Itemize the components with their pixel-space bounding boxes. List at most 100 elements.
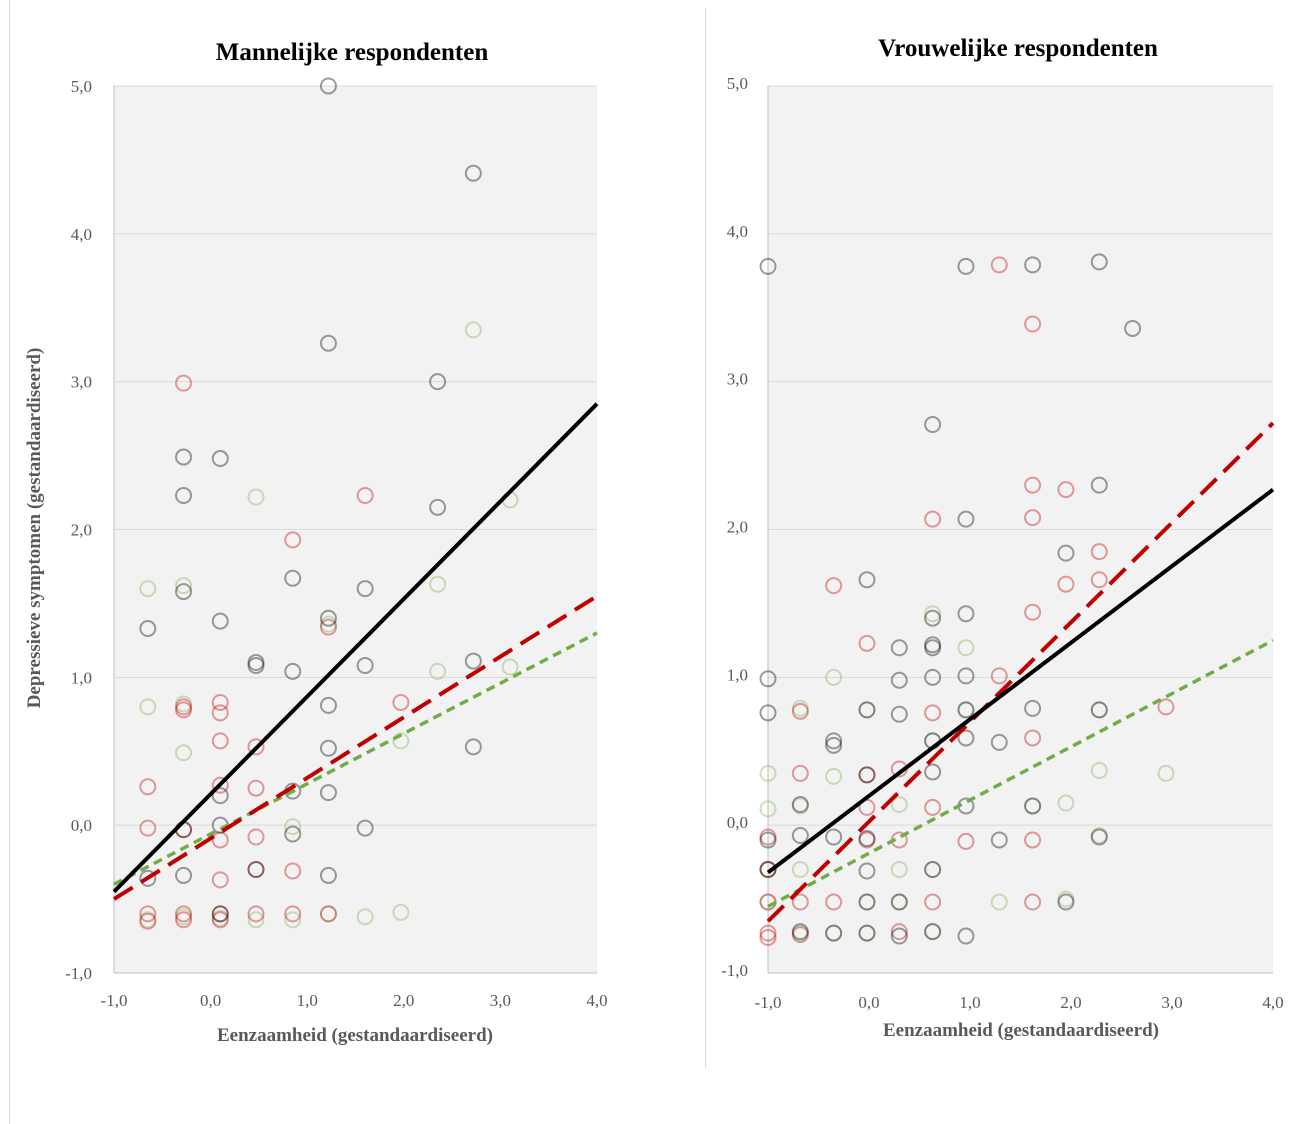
chart-1-point-green — [175, 577, 193, 595]
chart-2-point-black — [1090, 253, 1108, 271]
chart-2-point-black — [858, 862, 876, 880]
chart-2-point-red — [858, 634, 876, 652]
chart-2-point-red — [1024, 476, 1042, 494]
chart-1-title: Mannelijke respondenten — [216, 39, 489, 66]
chart-1-point-black — [139, 620, 157, 638]
chart-2-point-green — [759, 764, 777, 782]
chart-1-point-red — [175, 698, 193, 716]
chart-2-point-red — [1024, 729, 1042, 747]
chart-2-point-black — [759, 831, 777, 849]
chart-2-point-black — [1024, 797, 1042, 815]
chart-2-point-red — [990, 256, 1008, 274]
chart-1-x-tick-label: -1,0 — [101, 991, 128, 1010]
chart-1-point-red — [175, 911, 193, 929]
chart-1-point-black — [211, 450, 229, 468]
chart-2-point-black — [957, 729, 975, 747]
chart-2-point-black — [858, 924, 876, 942]
chart-1-point-red — [139, 778, 157, 796]
chart-2-point-black — [990, 733, 1008, 751]
chart-2-point-black — [791, 827, 809, 845]
chart-1-point-black — [429, 498, 447, 516]
chart-2-point-red — [759, 924, 777, 942]
chart-2-point-black — [957, 701, 975, 719]
chart-2-x-tick-label: 3,0 — [1161, 993, 1182, 1012]
chart-1-x-tick-label: 2,0 — [393, 991, 414, 1010]
chart-2-point-black — [858, 571, 876, 589]
chart-1-point-red — [247, 905, 265, 923]
chart-1-point-black — [139, 869, 157, 887]
chart-2-point-green — [759, 861, 777, 879]
chart-2-point-red — [825, 577, 843, 595]
chart-1-point-red — [284, 531, 302, 549]
chart-2-point-green — [791, 699, 809, 717]
chart-1-point-black — [464, 164, 482, 182]
chart-1-point-black — [175, 448, 193, 466]
chart-2-point-green — [924, 923, 942, 941]
chart-1-point-black — [429, 373, 447, 391]
chart-1-point-black — [356, 580, 374, 598]
chart-2-point-black — [858, 893, 876, 911]
chart-1-point-red — [211, 831, 229, 849]
chart-2-point-black — [957, 927, 975, 945]
chart-1-point-black — [175, 866, 193, 884]
chart-2-point-green — [858, 701, 876, 719]
chart-2-title: Vrouwelijke respondenten — [878, 35, 1158, 62]
chart-2-point-red — [924, 510, 942, 528]
chart-2-point-red — [791, 764, 809, 782]
chart-2: -1,0 0,0 1,0 2,0 3,0 4,0 5,0 -1,0 0,0 1,0 2,0 3,0 4,… — [721, 74, 1284, 1012]
chart-2-point-black — [924, 609, 942, 627]
chart-2-point-red — [957, 832, 975, 850]
chart-2-point-red — [1057, 575, 1075, 593]
chart-1-point-green — [319, 615, 337, 633]
chart-1-point-green — [501, 658, 519, 676]
chart-2-point-green — [1090, 701, 1108, 719]
chart-2-point-green — [890, 893, 908, 911]
chart-1-x-tick-label: 4,0 — [586, 991, 607, 1010]
chart-2-point-black — [924, 636, 942, 654]
chart-1-point-green — [139, 580, 157, 598]
chart-1-point-black — [247, 654, 265, 672]
chart-2-point-black — [957, 667, 975, 685]
chart-1-y-tick-label: 0,0 — [71, 816, 92, 835]
chart-1-point-green — [175, 695, 193, 713]
chart-1-point-red — [284, 862, 302, 880]
chart-2-point-red — [1024, 831, 1042, 849]
chart-2-point-black — [957, 510, 975, 528]
chart-2-point-red — [759, 861, 777, 879]
chart-2-x-tick-label: 2,0 — [1060, 993, 1081, 1012]
chart-1-point-black — [319, 609, 337, 627]
chart-1-point-black — [464, 738, 482, 756]
chart-2-point-black — [957, 605, 975, 623]
chart-2-point-black — [759, 670, 777, 688]
chart-2-point-green — [890, 861, 908, 879]
chart-1-point-black — [319, 696, 337, 714]
chart-1-point-black — [319, 739, 337, 757]
chart-2-point-black — [924, 668, 942, 686]
chart-2-point-green — [890, 795, 908, 813]
chart-1-point-green — [429, 662, 447, 680]
chart-2-point-green — [924, 861, 942, 879]
chart-1-point-red — [247, 828, 265, 846]
chart-2-point-red — [1024, 509, 1042, 527]
chart-2-point-red — [1090, 543, 1108, 561]
chart-1-point-black — [247, 657, 265, 675]
chart-2-point-black — [759, 704, 777, 722]
chart-2-point-green — [791, 861, 809, 879]
chart-1-y-tick-label: -1,0 — [65, 964, 92, 983]
chart-1-point-black — [319, 784, 337, 802]
page-border — [9, 0, 10, 1124]
chart-2-point-black — [990, 831, 1008, 849]
chart-1-point-green — [247, 488, 265, 506]
chart-2-x-axis-label: Eenzaamheid (gestandaardiseerd) — [883, 1020, 1159, 1041]
chart-2-point-red — [924, 798, 942, 816]
chart-2-x-tick-label: -1,0 — [755, 993, 782, 1012]
chart-divider — [705, 8, 706, 1068]
chart-1-point-green — [211, 909, 229, 927]
chart-2-point-black — [759, 861, 777, 879]
chart-2-trend-line-green — [767, 638, 1274, 909]
chart-2-point-black — [1090, 701, 1108, 719]
chart-1-point-green — [319, 905, 337, 923]
chart-2-x-tick-label: 4,0 — [1262, 993, 1283, 1012]
chart-1-point-black — [284, 569, 302, 587]
